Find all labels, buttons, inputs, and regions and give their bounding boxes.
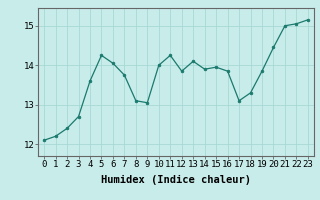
X-axis label: Humidex (Indice chaleur): Humidex (Indice chaleur) [101,175,251,185]
